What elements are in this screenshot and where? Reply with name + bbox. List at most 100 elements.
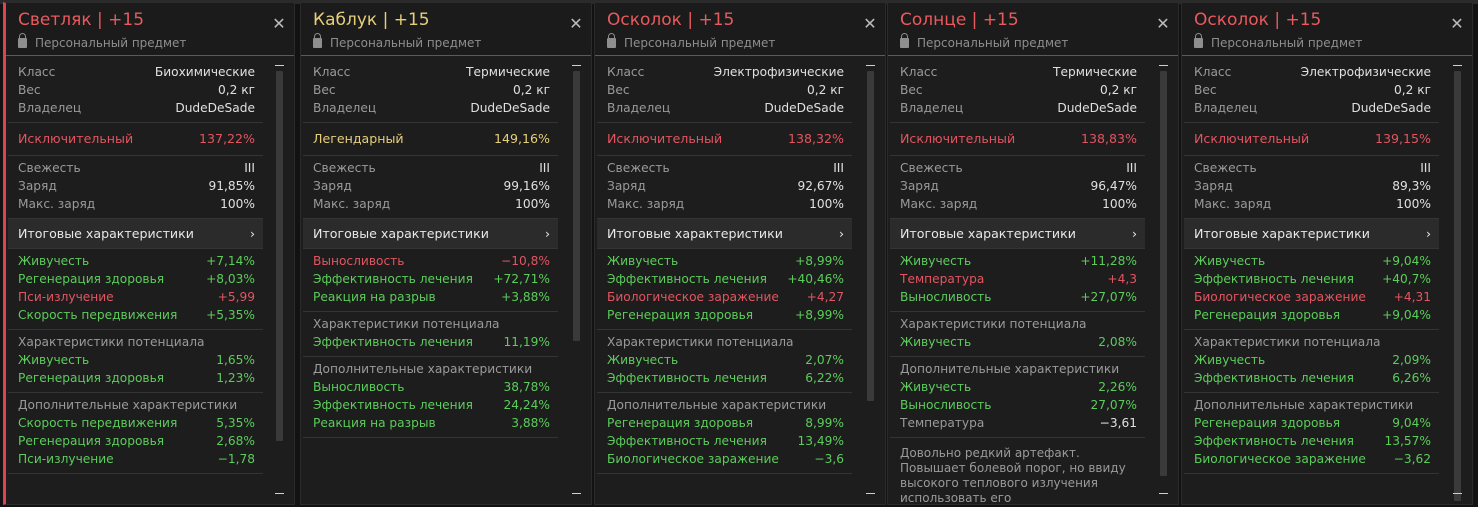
state-row: Свежесть III <box>8 159 263 177</box>
potential-stat-row: Живучесть 1,65% <box>8 351 263 369</box>
close-icon[interactable]: ✕ <box>863 14 877 33</box>
scrollbar-thumb[interactable] <box>276 71 283 441</box>
scrollbar[interactable] <box>1450 65 1464 501</box>
state-row: Заряд 91,85% <box>8 177 263 195</box>
scrollbar-bottom-tick <box>572 493 581 494</box>
total-stat-row-label: Выносливость <box>313 254 405 268</box>
meta-row-value: 0,2 кг <box>1099 83 1137 97</box>
meta-row-value: DudeDeSade <box>1351 101 1431 115</box>
state-row-value: 99,16% <box>503 179 550 193</box>
meta-row-value: DudeDeSade <box>175 101 255 115</box>
state-row-label: Макс. заряд <box>313 197 391 211</box>
totals-toggle-button[interactable]: Итоговые характеристики › <box>8 219 263 249</box>
extra-stat-row-label: Регенерация здоровья <box>18 434 165 448</box>
potential-stat-row-label: Живучесть <box>607 353 679 367</box>
state-row-label: Свежесть <box>607 161 670 175</box>
state-row: Макс. заряд 100% <box>597 195 852 213</box>
total-stat-row-value: +4,3 <box>1107 272 1137 286</box>
meta-row-value: Термические <box>466 65 550 79</box>
personal-item-text: Персональный предмет <box>330 36 482 50</box>
extra-stat-row-value: 13,57% <box>1384 434 1431 448</box>
card-body: Класс Термические Вес 0,2 кг Владелец DudeDeS… <box>890 60 1145 504</box>
state-row-value: III <box>539 161 550 175</box>
close-icon[interactable]: ✕ <box>272 14 286 33</box>
meta-row: Владелец DudeDeSade <box>8 99 263 117</box>
scrollbar-thumb[interactable] <box>867 71 874 401</box>
close-icon[interactable]: ✕ <box>569 14 583 33</box>
potential-stat-row: Живучесть 2,08% <box>890 333 1145 351</box>
potential-section: Характеристики потенциала Живучесть 2,07% Э… <box>597 330 852 393</box>
totals-toggle-button[interactable]: Итоговые характеристики › <box>890 219 1145 249</box>
total-stat-row: Биологическое заражение +4,27 <box>597 288 852 306</box>
meta-row-label: Владелец <box>607 101 671 115</box>
close-icon[interactable]: ✕ <box>1450 14 1464 33</box>
total-stat-row: Регенерация здоровья +9,04% <box>1184 306 1439 324</box>
scrollbar-thumb[interactable] <box>1160 71 1167 476</box>
state-row: Макс. заряд 100% <box>890 195 1145 213</box>
close-icon[interactable]: ✕ <box>1156 14 1170 33</box>
total-stat-row: Биологическое заражение +4,31 <box>1184 288 1439 306</box>
scrollbar-top-tick <box>866 65 875 66</box>
meta-row-value: Электрофизические <box>1300 65 1431 79</box>
state-row-label: Свежесть <box>18 161 81 175</box>
personal-item-label: Персональный предмет <box>607 33 775 50</box>
meta-row: Владелец DudeDeSade <box>303 99 558 117</box>
rarity-value: 138,32% <box>787 131 844 146</box>
state-section: Свежесть III Заряд 92,67% Макс. заряд 100% <box>597 156 852 219</box>
meta-section: Класс Электрофизические Вес 0,2 кг Владелец D… <box>597 60 852 123</box>
chevron-right-icon: › <box>544 226 550 241</box>
state-row: Свежесть III <box>303 159 558 177</box>
total-stat-row-value: +27,07% <box>1080 290 1137 304</box>
extra-stat-row-value: −3,61 <box>1099 416 1137 430</box>
state-section: Свежесть III Заряд 89,3% Макс. заряд 100% <box>1184 156 1439 219</box>
total-stat-row-value: −10,8% <box>501 254 550 268</box>
meta-row-label: Вес <box>1194 83 1217 97</box>
rarity-value: 149,16% <box>493 131 550 146</box>
extra-section: Дополнительные характеристики Живучесть 2,… <box>890 357 1145 438</box>
scrollbar[interactable] <box>569 65 583 494</box>
total-stat-row-label: Реакция на разрыв <box>313 290 436 304</box>
potential-stat-row-label: Эффективность лечения <box>607 371 767 385</box>
scrollbar[interactable] <box>272 65 286 494</box>
scrollbar[interactable] <box>1156 65 1170 494</box>
scrollbar-thumb[interactable] <box>1454 71 1461 501</box>
extra-section: Дополнительные характеристики Регенерация… <box>1184 393 1439 474</box>
state-row: Заряд 92,67% <box>597 177 852 195</box>
state-row-value: 100% <box>515 197 550 211</box>
totals-label: Итоговые характеристики <box>1194 226 1370 241</box>
extra-stat-row: Эффективность лечения 13,57% <box>1184 432 1439 450</box>
state-row-label: Свежесть <box>900 161 963 175</box>
card-body: Класс Электрофизические Вес 0,2 кг Владелец D… <box>1184 60 1439 504</box>
extra-stat-row-value: 2,26% <box>1098 380 1137 394</box>
item-tooltip-card: Светляк | +15 ✕ Персональный предмет Класс Б… <box>3 2 295 505</box>
rarity-label: Исключительный <box>1194 131 1310 146</box>
total-stat-row-label: Биологическое заражение <box>1194 290 1366 304</box>
totals-toggle-button[interactable]: Итоговые характеристики › <box>597 219 852 249</box>
state-row: Заряд 99,16% <box>303 177 558 195</box>
total-stat-row-label: Температура <box>900 272 985 286</box>
totals-toggle-button[interactable]: Итоговые характеристики › <box>303 219 558 249</box>
extra-stat-row-label: Биологическое заражение <box>1194 452 1366 466</box>
personal-item-label: Персональный предмет <box>1194 33 1362 50</box>
totals-label: Итоговые характеристики <box>900 226 1076 241</box>
rarity-value: 137,22% <box>198 131 255 146</box>
scrollbar-thumb[interactable] <box>573 71 580 341</box>
item-title: Каблук | +15 <box>313 10 430 30</box>
total-stat-row-value: +3,88% <box>501 290 550 304</box>
state-row-value: III <box>1126 161 1137 175</box>
rarity-section: Исключительный 138,83% <box>890 123 1145 156</box>
meta-row: Вес 0,2 кг <box>890 81 1145 99</box>
total-stat-row-label: Выносливость <box>900 290 992 304</box>
potential-stat-row: Эффективность лечения 6,22% <box>597 369 852 387</box>
total-stat-row-value: +40,7% <box>1382 272 1431 286</box>
scrollbar[interactable] <box>863 65 877 494</box>
total-stat-row: Регенерация здоровья +8,03% <box>8 270 263 288</box>
personal-item-label: Персональный предмет <box>900 33 1068 50</box>
rarity-section: Исключительный 139,15% <box>1184 123 1439 156</box>
totals-toggle-button[interactable]: Итоговые характеристики › <box>1184 219 1439 249</box>
extra-stat-row: Живучесть 2,26% <box>890 378 1145 396</box>
rarity-label: Исключительный <box>18 131 134 146</box>
meta-row-label: Владелец <box>1194 101 1258 115</box>
potential-stat-row-value: 2,08% <box>1098 335 1137 349</box>
item-tooltip-card: Солнце | +15 ✕ Персональный предмет Класс Те… <box>887 2 1179 505</box>
